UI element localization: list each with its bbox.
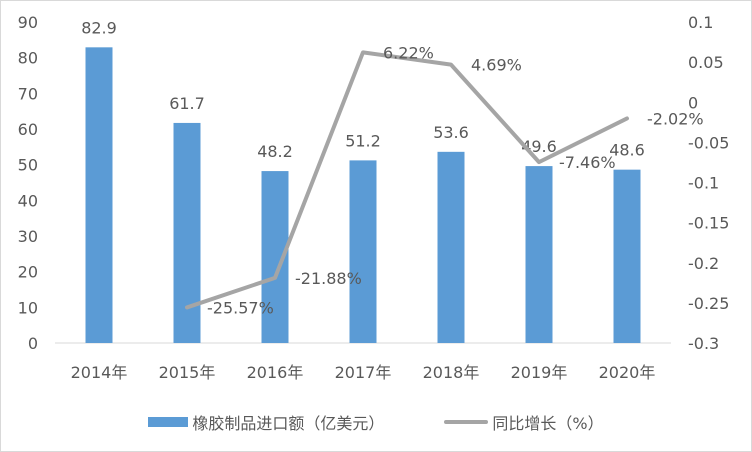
bar-data-label: 48.2 (257, 142, 293, 161)
bar (173, 122, 201, 343)
bar-data-label: 48.6 (609, 141, 645, 160)
y-left-tick-label: 40 (18, 191, 38, 210)
y-left-tick-label: 80 (18, 49, 38, 68)
y-left-tick-label: 60 (18, 120, 38, 139)
y-right-tick-label: -0.3 (688, 334, 719, 353)
y-left-tick-label: 90 (18, 13, 38, 32)
y-right-tick-label: -0.1 (688, 174, 719, 193)
bar-data-label: 61.7 (169, 94, 205, 113)
x-tick-label: 2020年 (599, 363, 656, 382)
y-right-tick-label: -0.2 (688, 254, 719, 273)
x-tick-label: 2019年 (511, 363, 568, 382)
legend-label-bar: 橡胶制品进口额（亿美元） (192, 414, 385, 433)
legend: 橡胶制品进口额（亿美元） 同比增长（%） (0, 410, 752, 434)
bar (613, 169, 641, 343)
x-tick-label: 2014年 (71, 363, 128, 382)
line-data-label: -2.02% (647, 109, 704, 128)
legend-swatch-line (444, 420, 489, 424)
x-tick-label: 2015年 (159, 363, 216, 382)
growth-point (361, 50, 365, 54)
y-right-tick-label: 0.1 (688, 13, 713, 32)
bar (349, 160, 377, 343)
bar (437, 151, 465, 343)
legend-item-line: 同比增长（%） (444, 410, 604, 434)
line-data-label: 6.22% (383, 43, 434, 62)
y-right-tick-label: -0.15 (688, 214, 729, 233)
y-left-tick-label: 0 (28, 334, 38, 353)
y-left-tick-label: 70 (18, 84, 38, 103)
legend-item-bar: 橡胶制品进口额（亿美元） (148, 410, 384, 434)
bar-data-label: 82.9 (81, 18, 117, 37)
bar-data-label: 53.6 (433, 123, 469, 142)
bar (85, 47, 113, 343)
growth-point (273, 276, 277, 280)
growth-point (537, 160, 541, 164)
x-tick-label: 2018年 (423, 363, 480, 382)
legend-swatch-bar (148, 417, 189, 427)
legend-label-line: 同比增长（%） (492, 414, 604, 433)
line-data-label: -7.46% (559, 153, 616, 172)
growth-point (625, 116, 629, 120)
y-right-tick-label: 0.05 (688, 53, 724, 72)
line-data-label: 4.69% (471, 56, 522, 75)
growth-point (449, 63, 453, 67)
growth-line (185, 50, 629, 310)
x-tick-label: 2016年 (247, 363, 304, 382)
combo-chart: 0 10 20 30 40 50 60 70 80 90 -0.3 -0.25 -0.2 -0.15 -0.… (18, 13, 730, 382)
y-left-tick-label: 50 (18, 156, 38, 175)
y-right-tick-label: -0.05 (688, 133, 729, 152)
y-left-tick-label: 30 (18, 227, 38, 246)
y-right-tick-label: 0 (688, 93, 698, 112)
line-data-label: -25.57% (207, 298, 274, 317)
growth-point (185, 305, 189, 309)
bar-data-label: 51.2 (345, 131, 381, 150)
bar (525, 166, 553, 343)
line-data-label: -21.88% (295, 269, 362, 288)
x-tick-label: 2017年 (335, 363, 392, 382)
y-left-tick-label: 20 (18, 263, 38, 282)
y-right-tick-label: -0.25 (688, 294, 729, 313)
y-left-tick-label: 10 (18, 298, 38, 317)
